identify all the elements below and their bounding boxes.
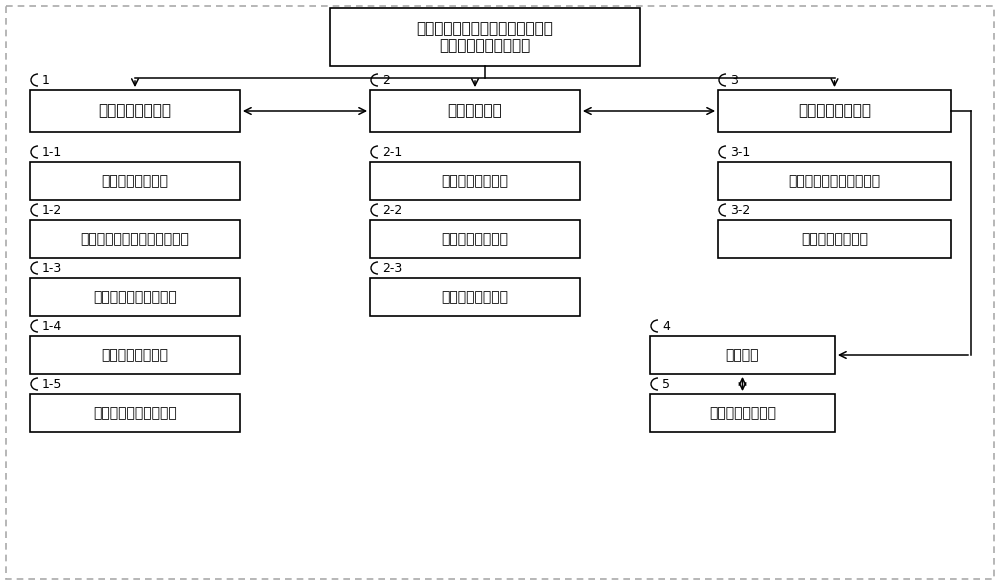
Bar [370, 220, 580, 258]
Text: 2-1: 2-1 [382, 146, 402, 159]
Text: 1-1: 1-1 [42, 146, 62, 159]
Bar [370, 278, 580, 316]
Bar [718, 162, 951, 200]
Bar [330, 8, 640, 66]
Text: 2: 2 [382, 74, 390, 87]
Bar [30, 220, 240, 258]
Text: 文献资料分析模块: 文献资料分析模块 [102, 174, 168, 188]
Text: 3: 3 [730, 74, 738, 87]
Text: 收集实验数据模块: 收集实验数据模块 [801, 232, 868, 246]
Bar [370, 162, 580, 200]
Text: 完善护理方案模块: 完善护理方案模块 [709, 406, 776, 420]
Bar [30, 394, 240, 432]
Text: 沉浸式虚拟现实应用分析模块: 沉浸式虚拟现实应用分析模块 [81, 232, 189, 246]
Text: 2-3: 2-3 [382, 261, 402, 274]
Text: 2-2: 2-2 [382, 204, 402, 216]
Text: 1-3: 1-3 [42, 261, 62, 274]
Text: 评价模块: 评价模块 [726, 348, 759, 362]
Text: 试验数据获取模块: 试验数据获取模块 [798, 104, 871, 119]
Text: 1: 1 [42, 74, 50, 87]
Bar [718, 90, 951, 132]
Text: 1-5: 1-5 [42, 377, 62, 391]
Text: 基于沉浸式虚拟现实的疼痛科置换
术后中医情志护理系统: 基于沉浸式虚拟现实的疼痛科置换 术后中医情志护理系统 [417, 21, 553, 53]
Bar [718, 220, 951, 258]
Text: 完成护理方案设计模块: 完成护理方案设计模块 [93, 406, 177, 420]
Text: 护理方案设计模块: 护理方案设计模块 [98, 104, 172, 119]
Text: 建立实验组和对照组模块: 建立实验组和对照组模块 [788, 174, 881, 188]
Bar [30, 162, 240, 200]
Text: 1-2: 1-2 [42, 204, 62, 216]
Bar [30, 278, 240, 316]
Text: 4: 4 [662, 319, 670, 332]
Text: 1-4: 1-4 [42, 319, 62, 332]
Text: 3-2: 3-2 [730, 204, 750, 216]
Text: 测试护理方案模块: 测试护理方案模块 [102, 348, 168, 362]
Bar [650, 394, 835, 432]
Text: 标准定义模块: 标准定义模块 [448, 104, 502, 119]
Bar [30, 336, 240, 374]
Text: 疗效标准定义模块: 疗效标准定义模块 [442, 290, 509, 304]
Text: 排除标准定义模块: 排除标准定义模块 [442, 232, 509, 246]
Text: 情志护理方案设计模块: 情志护理方案设计模块 [93, 290, 177, 304]
Text: 3-1: 3-1 [730, 146, 750, 159]
Bar [30, 90, 240, 132]
Bar [370, 90, 580, 132]
Bar [650, 336, 835, 374]
Text: 5: 5 [662, 377, 670, 391]
Text: 入组标准定义模块: 入组标准定义模块 [442, 174, 509, 188]
